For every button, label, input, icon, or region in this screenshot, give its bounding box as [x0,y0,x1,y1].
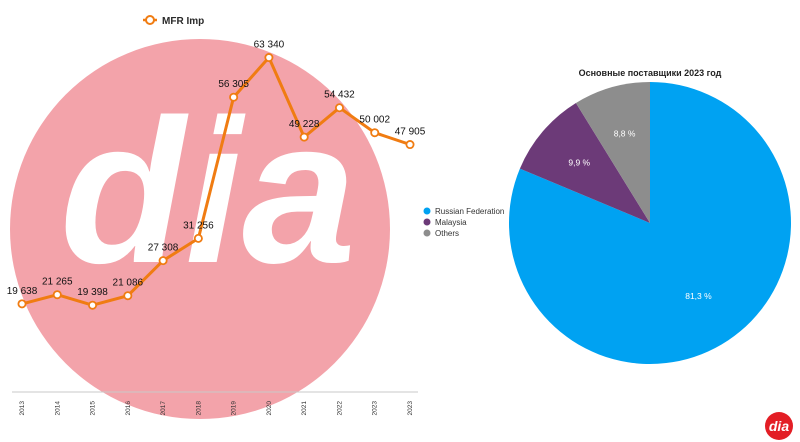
brand-logo: dia [765,412,793,440]
data-label: 27 308 [148,243,179,254]
data-label: 19 638 [7,286,38,297]
data-point [299,132,309,142]
legend-marker [145,15,155,25]
data-label: 31 256 [183,220,214,231]
data-label: 21 086 [113,278,144,289]
legend-entry: Others [435,229,459,238]
x-tick-label: 2013 [19,401,26,416]
legend-label: MFR Imp [162,16,204,27]
pie-slice-label: 8,8 % [614,128,636,138]
x-tick-label: 2015 [90,401,97,416]
data-point [264,53,274,63]
data-label: 56 305 [218,79,249,90]
x-tick-label: 2017 [160,401,167,416]
x-tick-label: 2023 [407,401,414,416]
pie-labels: 81,3 % 9,9 % 8,8 % [568,128,712,300]
data-labels: 19 638 21 265 19 398 21 086 27 308 31 256 56 3… [7,40,426,299]
data-label: 21 265 [42,277,73,288]
legend-entry: Russian Federation [435,207,504,216]
brand-logo-circle [765,412,793,440]
data-label: 54 432 [324,90,355,101]
data-label: 50 002 [359,115,390,126]
data-point [158,256,168,266]
legend-swatch [423,218,431,226]
watermark-text: dia [60,77,356,306]
data-label: 47 905 [395,127,426,138]
pie-chart: Основные поставщики 2023 год 81,3 % 9,9 %… [423,68,791,365]
data-label: 19 398 [77,287,108,298]
line-chart-legend: MFR Imp [143,15,204,27]
legend-swatch [423,229,431,237]
data-label: 63 340 [254,40,285,51]
x-tick-label: 2019 [231,401,238,416]
series-line-mfr-imp [21,56,411,307]
data-point [17,299,27,309]
legend-entry: Malaysia [435,218,467,227]
series-points [17,53,415,310]
pie-chart-title: Основные поставщики 2023 год [579,68,722,78]
x-tick-label: 2014 [54,401,61,416]
x-tick-label: 2016 [125,401,132,416]
data-point [52,290,62,300]
brand-logo-text: dia [769,418,789,434]
pie-slices [508,82,791,365]
x-axis: 2013 2014 2015 2016 2017 2018 2019 2020 2021 2022… [12,391,418,416]
x-tick-label: 2022 [336,401,343,416]
data-point [193,233,203,243]
legend-swatch [423,207,431,215]
data-point [405,140,415,150]
data-point [229,92,239,102]
x-tick-label: 2020 [266,401,273,416]
data-label: 49 228 [289,119,320,130]
pie-slice-label: 9,9 % [568,158,590,168]
data-point [123,291,133,301]
x-tick-label: 2021 [301,401,308,416]
pie-slice [519,103,650,223]
pie-slice-label: 81,3 % [685,291,712,301]
data-point [334,103,344,113]
data-point [370,128,380,138]
pie-slice [508,82,791,365]
line-chart: MFR Imp 2013 2014 2015 2016 2017 2018 2019 2020… [7,15,426,416]
data-point [88,300,98,310]
x-tick-label: 2018 [195,401,202,416]
x-tick-label: 2023 [372,401,379,416]
pie-legend: Russian Federation Malaysia Others [423,207,504,238]
pie-slice [575,82,650,223]
